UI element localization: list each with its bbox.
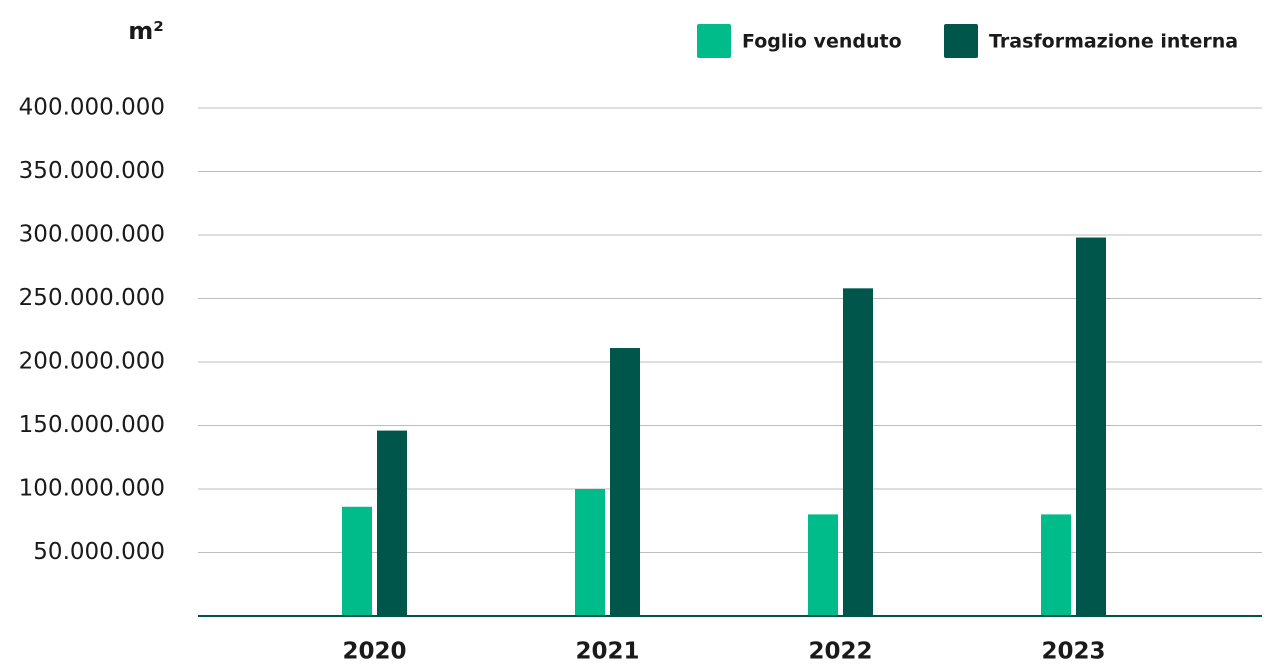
bar — [1076, 237, 1106, 617]
bar — [575, 489, 605, 616]
y-tick-label: 250.000.000 — [19, 285, 165, 311]
y-tick-label: 350.000.000 — [19, 158, 165, 184]
legend-swatch — [697, 24, 731, 58]
legend-label: Foglio venduto — [742, 31, 902, 53]
legend-swatch — [944, 24, 978, 58]
x-tick-label: 2023 — [1041, 639, 1105, 665]
y-tick-label: 200.000.000 — [19, 349, 165, 375]
y-tick-label: 100.000.000 — [19, 476, 165, 502]
x-tick-label: 2021 — [575, 639, 639, 665]
bar — [377, 430, 407, 616]
x-tick-label: 2020 — [342, 639, 406, 665]
y-tick-label: 50.000.000 — [33, 539, 165, 565]
bar — [843, 288, 873, 616]
y-tick-label: 300.000.000 — [19, 222, 165, 248]
x-tick-label: 2022 — [808, 639, 872, 665]
bar — [342, 506, 372, 616]
y-tick-label: 150.000.000 — [19, 412, 165, 438]
bar — [808, 514, 838, 616]
legend-label: Trasformazione interna — [989, 31, 1238, 53]
bar — [610, 348, 640, 616]
y-tick-label: 400.000.000 — [19, 95, 165, 121]
y-axis-label: m² — [128, 17, 164, 45]
bar — [1041, 514, 1071, 616]
